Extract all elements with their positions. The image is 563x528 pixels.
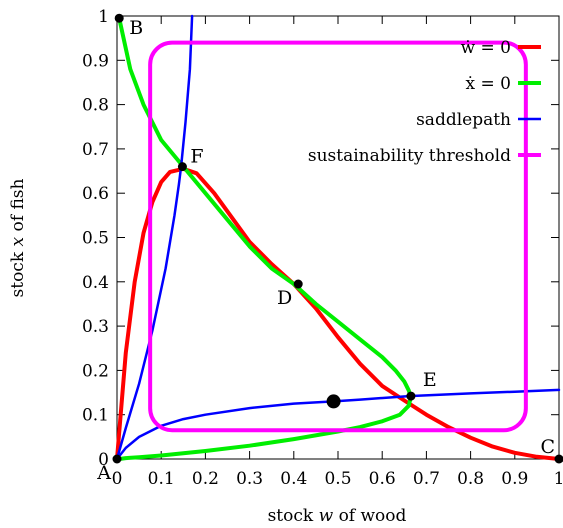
- x-tick-label: 0: [112, 469, 123, 489]
- series-line-1: [117, 16, 413, 461]
- point-marker: [293, 279, 303, 289]
- x-tick-label: 1: [554, 469, 563, 489]
- x-tick-label: 0.7: [413, 469, 440, 489]
- x-tick-label: 0.2: [192, 469, 219, 489]
- point-label-E: E: [423, 369, 437, 391]
- x-tick-label: 0.6: [369, 469, 396, 489]
- x-tick-label: 0.4: [280, 469, 307, 489]
- y-tick-label: 0.4: [82, 273, 109, 293]
- x-tick-label: 0.3: [236, 469, 263, 489]
- point-label-C: C: [540, 436, 555, 458]
- axes: 0 0.1 0.2 0.3 0.4 0.5 0.6 0.7 0.8 0.9 1 0 0.1 0.2 0.3 0…: [82, 7, 563, 489]
- point-marker: [114, 13, 124, 23]
- y-tick-label: 1: [98, 7, 109, 27]
- x-tick-label: 0.5: [324, 469, 351, 489]
- legend-label: saddlepath: [416, 110, 511, 130]
- x-tick-label: 0.8: [457, 469, 484, 489]
- point-label-D: D: [277, 287, 292, 309]
- y-tick-label: 0: [98, 450, 109, 470]
- points-layer: A B C D E F: [96, 13, 563, 484]
- y-tick-label: 0.1: [82, 406, 109, 426]
- y-tick-label: 0.8: [82, 96, 109, 116]
- y-tick-label: 0.2: [82, 361, 109, 381]
- legend-label: sustainability threshold: [308, 146, 511, 166]
- legend: ẇ = 0 ẋ = 0 saddlepath sustainability thres…: [308, 38, 541, 166]
- y-axis-label: stock x of fish: [8, 178, 28, 297]
- y-tick-label: 0.9: [82, 51, 109, 71]
- y-tick-label: 0.6: [82, 184, 109, 204]
- series-line-3: [115, 388, 561, 461]
- x-axis-label: stock w of wood: [268, 506, 407, 526]
- series-layer: [115, 14, 561, 461]
- x-tick-label: 0.9: [501, 469, 528, 489]
- point-marker: [326, 394, 341, 409]
- point-label-F: F: [190, 146, 203, 168]
- point-marker: [406, 391, 416, 401]
- point-label-A: A: [96, 462, 111, 484]
- series-line-0: [115, 166, 561, 461]
- legend-label: ẇ = 0: [461, 38, 511, 58]
- y-tick-label: 0.3: [82, 317, 109, 337]
- y-tick-label: 0.7: [82, 140, 109, 160]
- point-marker: [112, 454, 122, 464]
- point-marker: [554, 454, 563, 464]
- point-label-B: B: [129, 17, 143, 39]
- series-line-2: [115, 14, 194, 461]
- legend-label: ẋ = 0: [466, 74, 511, 94]
- point-marker: [177, 162, 187, 172]
- y-tick-label: 0.5: [82, 229, 109, 249]
- x-tick-label: 0.1: [148, 469, 175, 489]
- series-sustainability-threshold: [148, 40, 528, 433]
